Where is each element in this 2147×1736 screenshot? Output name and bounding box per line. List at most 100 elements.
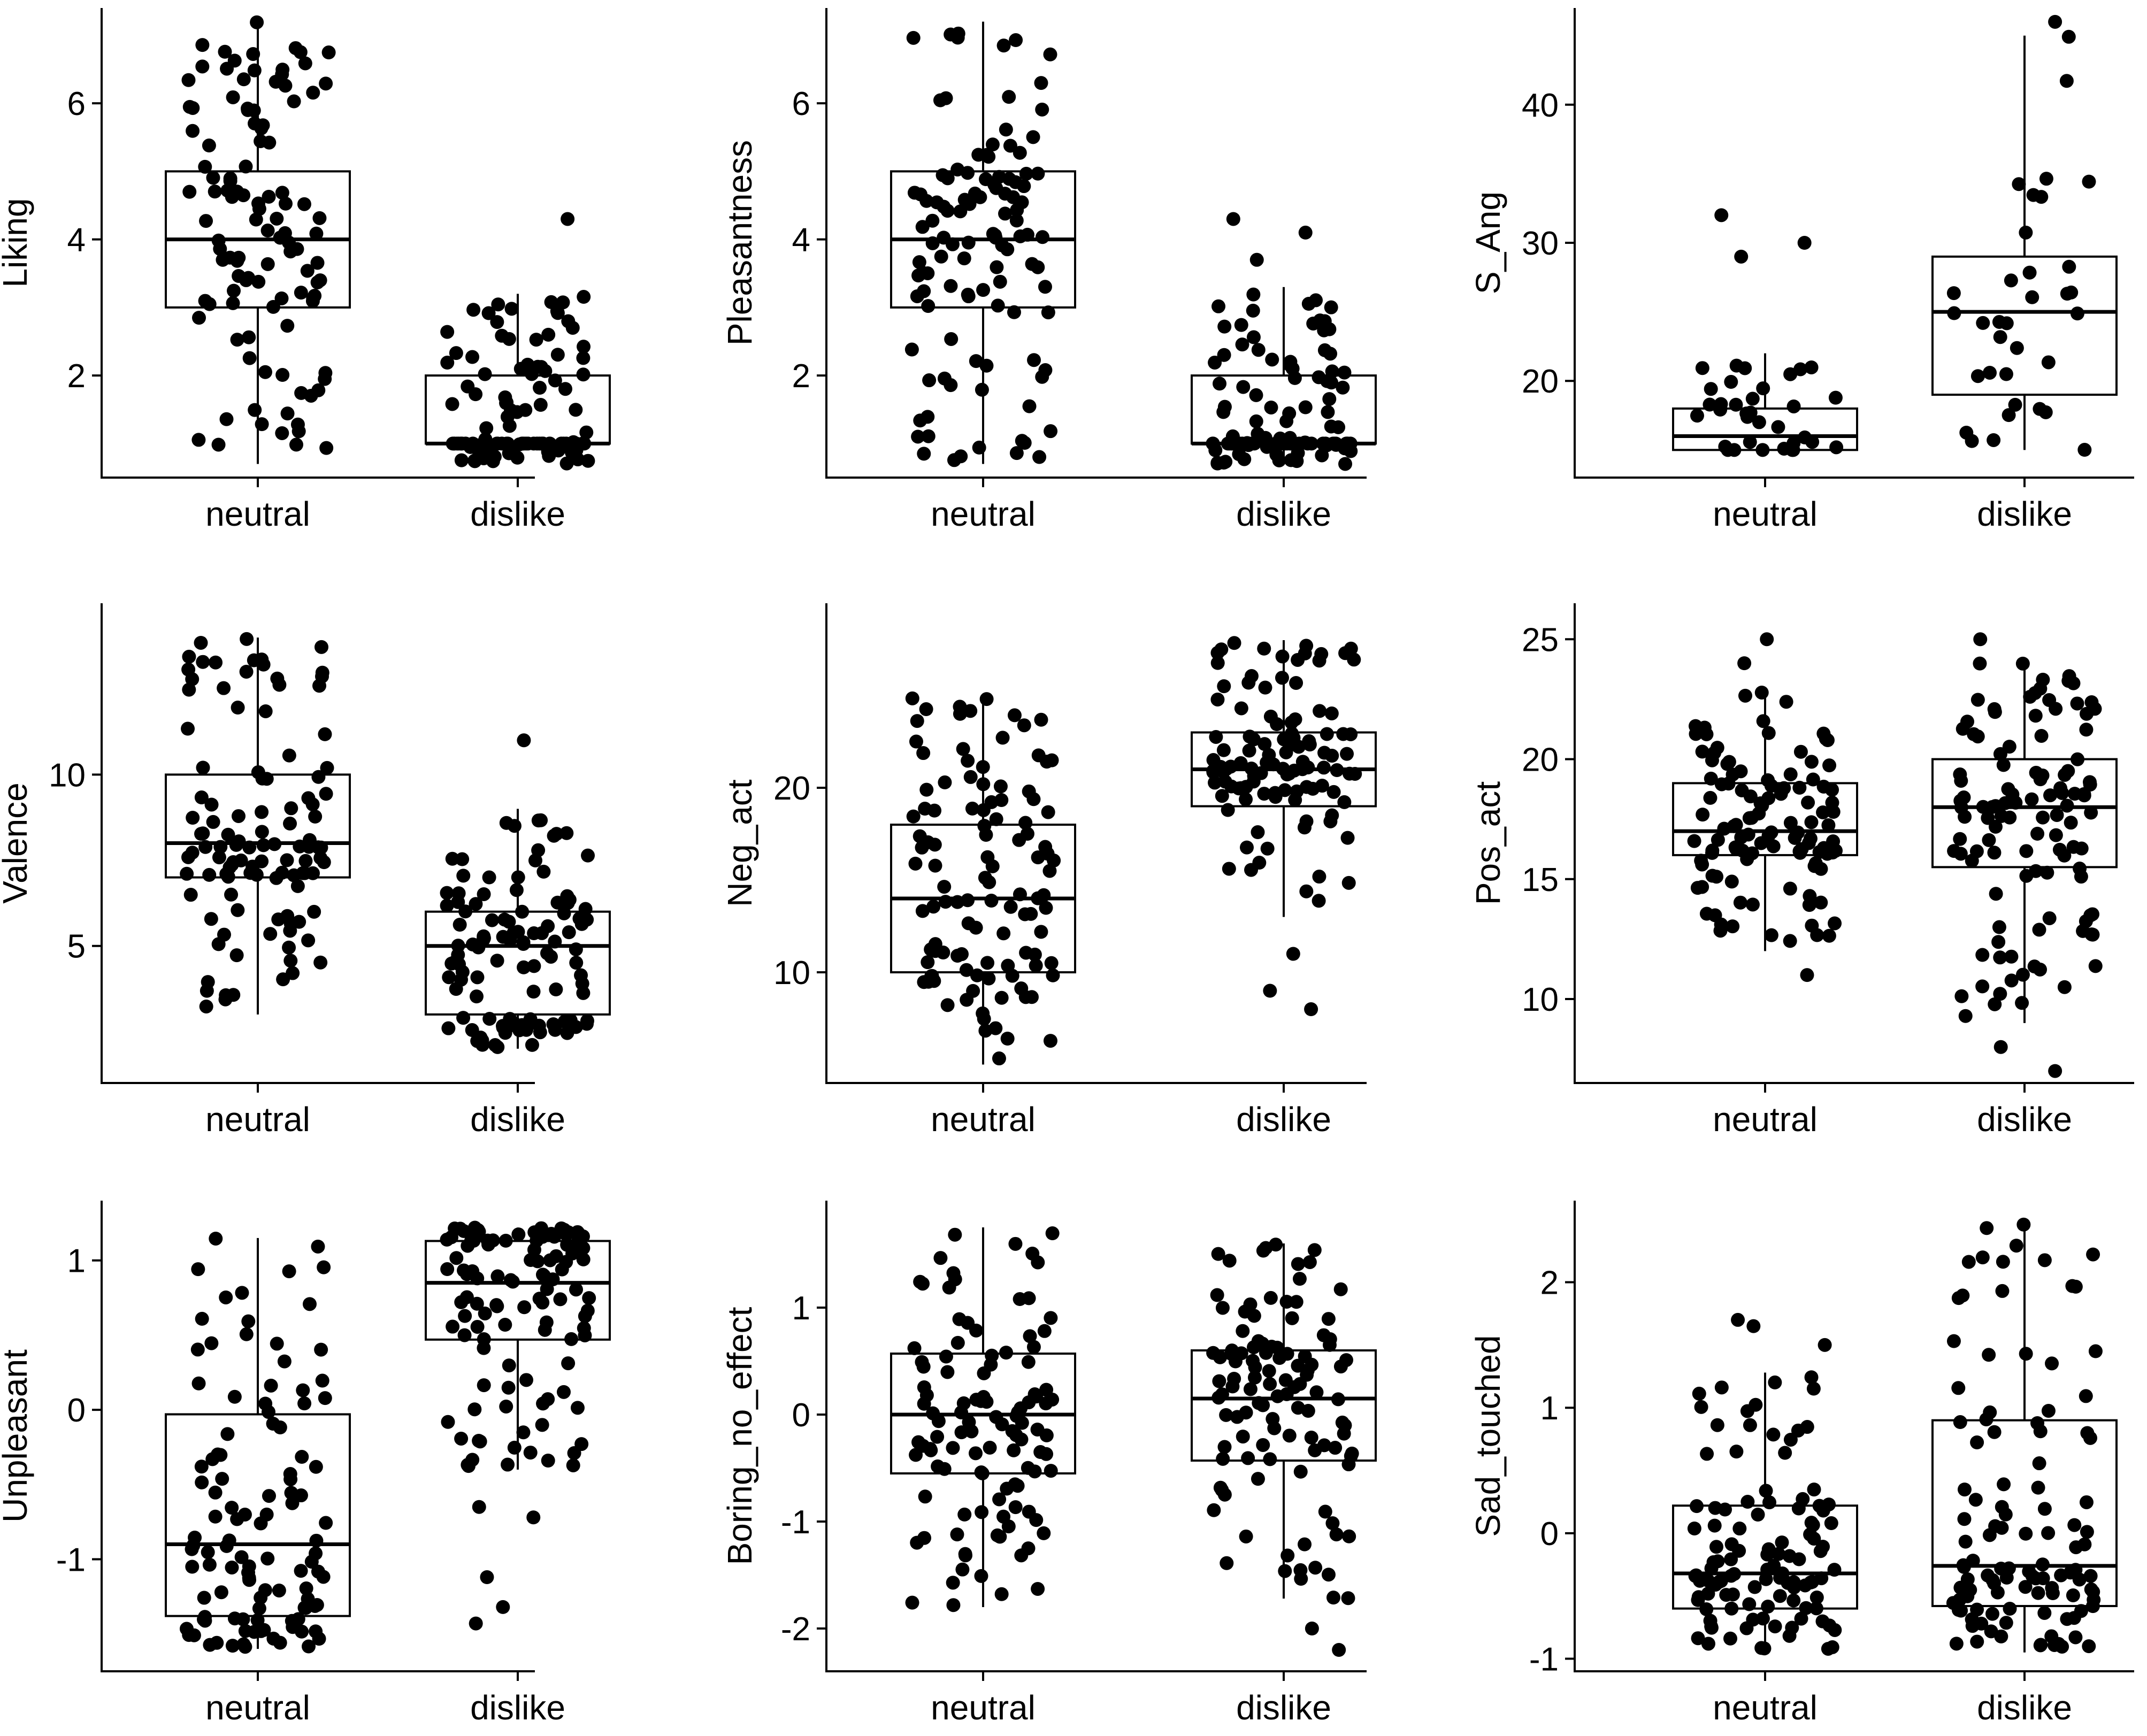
data-point (482, 1011, 497, 1026)
data-point (913, 829, 927, 843)
data-point (550, 348, 565, 362)
data-point (1007, 708, 1022, 723)
data-point (227, 1389, 242, 1404)
data-point (916, 746, 931, 761)
data-point (1243, 1382, 1257, 1396)
x-tick-label-neutral: neutral (205, 495, 310, 533)
data-point (191, 1376, 206, 1391)
data-point (201, 975, 215, 989)
iqr-box (165, 1413, 351, 1617)
data-point (2084, 805, 2098, 820)
data-point (1347, 652, 1361, 667)
data-point (310, 256, 325, 270)
data-point (526, 985, 541, 999)
data-point (1291, 740, 1306, 754)
data-point (934, 249, 948, 264)
data-point (2054, 1568, 2068, 1583)
data-point (199, 214, 213, 228)
data-point (1714, 1380, 1729, 1395)
data-point (1344, 641, 1358, 656)
data-point (208, 185, 222, 199)
data-point (453, 918, 467, 932)
data-point (309, 1460, 323, 1474)
data-point (270, 211, 284, 226)
data-point (2068, 1630, 2083, 1645)
data-point (917, 447, 931, 461)
data-point (1970, 1435, 1984, 1450)
data-point (1217, 319, 1232, 334)
data-point (478, 367, 492, 381)
data-point (961, 754, 975, 768)
data-point (501, 1380, 516, 1395)
data-point (1695, 857, 1709, 872)
data-point (2037, 1253, 2052, 1268)
data-point (548, 1023, 562, 1037)
data-point (311, 383, 326, 397)
data-point (531, 359, 545, 374)
data-point (2070, 696, 2084, 711)
y-tick-label: -1 (56, 1541, 86, 1578)
data-point (529, 333, 543, 347)
data-point (1965, 1612, 1979, 1626)
data-point (533, 1025, 547, 1040)
data-point (1771, 420, 1785, 434)
data-point (1700, 1447, 1714, 1461)
data-point (525, 1038, 539, 1052)
data-point (250, 1613, 265, 1627)
data-point (258, 365, 272, 379)
data-point (199, 999, 213, 1013)
data-point (1029, 1513, 1044, 1527)
data-point (1284, 453, 1298, 467)
data-point (455, 965, 470, 979)
outlier-point (1263, 984, 1277, 998)
data-point (988, 1021, 1003, 1035)
y-tick-label: 1 (67, 1243, 86, 1280)
data-point (919, 1388, 934, 1402)
data-point (1996, 758, 2011, 772)
data-point (1285, 726, 1299, 741)
data-point (191, 433, 206, 447)
data-point (2062, 259, 2076, 274)
data-point (2045, 1356, 2059, 1371)
data-point (995, 731, 1010, 745)
data-point (1995, 1284, 2010, 1298)
data-point (985, 859, 1000, 873)
data-point (236, 72, 251, 87)
data-point (1210, 456, 1225, 471)
data-point (490, 954, 504, 968)
data-point (263, 927, 278, 941)
x-tick-label-dislike: dislike (470, 1100, 565, 1139)
data-point (220, 1427, 235, 1441)
data-point (449, 982, 463, 996)
data-point (1033, 1445, 1048, 1460)
data-point (490, 1269, 505, 1284)
points-neutral (180, 632, 334, 1013)
data-point (1337, 795, 1352, 809)
data-point (195, 38, 210, 52)
data-point (2086, 1585, 2100, 1599)
data-point (1009, 33, 1023, 48)
data-point (519, 1373, 533, 1387)
data-point (1031, 850, 1045, 865)
data-point (1704, 1561, 1719, 1576)
data-point (567, 1446, 581, 1460)
data-point (318, 366, 333, 380)
data-point (1014, 1401, 1028, 1416)
y-tick-label: 2 (1540, 1265, 1559, 1302)
data-point (907, 1341, 922, 1355)
points-dislike (1206, 287, 1358, 471)
data-point (2004, 273, 2018, 288)
data-point (563, 1013, 578, 1027)
data-point (1957, 1560, 1971, 1574)
data-point (1783, 881, 1797, 896)
data-point (1822, 928, 1836, 943)
data-point (1208, 355, 1222, 370)
data-point (1764, 928, 1778, 942)
data-point (994, 793, 1009, 808)
points-dislike (440, 290, 595, 471)
y-tick-label: 4 (792, 222, 810, 259)
data-point (2037, 1502, 2052, 1516)
data-point (523, 1446, 538, 1460)
data-point (300, 264, 315, 278)
